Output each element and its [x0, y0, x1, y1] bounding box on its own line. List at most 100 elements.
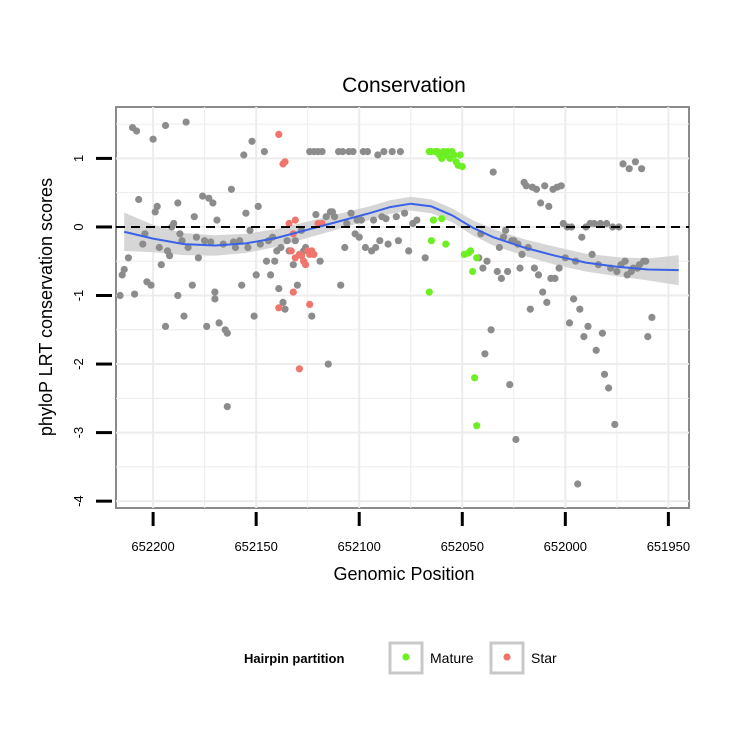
point-mature — [429, 216, 437, 224]
point-other — [201, 237, 209, 245]
y-tick-label: -3 — [71, 427, 86, 439]
point-mature — [473, 254, 481, 262]
point-other — [153, 202, 161, 210]
point-other — [481, 350, 489, 358]
point-other — [376, 237, 384, 245]
point-other — [223, 329, 231, 337]
x-tick-label: 652100 — [338, 539, 381, 554]
legend-label-mature: Mature — [430, 650, 474, 666]
plot-panel — [115, 106, 690, 509]
point-other — [170, 219, 178, 228]
point-other — [483, 257, 491, 265]
point-other — [502, 226, 510, 234]
point-other — [413, 216, 421, 224]
point-mature — [442, 240, 450, 248]
point-other — [147, 281, 155, 289]
point-mature — [466, 247, 475, 255]
point-other — [227, 185, 235, 193]
point-other — [349, 148, 357, 156]
point-other — [341, 243, 349, 252]
point-other — [537, 199, 545, 207]
point-other — [267, 271, 275, 279]
point-other — [532, 185, 541, 193]
point-other — [166, 252, 174, 260]
point-other — [293, 281, 301, 289]
point-other — [194, 254, 202, 262]
point-mature — [438, 215, 446, 223]
point-other — [180, 312, 188, 320]
point-other — [120, 265, 128, 274]
point-other — [209, 199, 217, 207]
point-other — [621, 257, 629, 265]
point-other — [250, 312, 258, 320]
point-other — [495, 243, 503, 252]
point-other — [246, 226, 254, 234]
point-other — [277, 243, 285, 252]
point-other — [598, 329, 607, 337]
point-other — [570, 295, 578, 303]
point-other — [308, 312, 316, 320]
x-tick-label: 652000 — [544, 539, 587, 554]
point-other — [312, 211, 320, 219]
x-axis-label: Genomic Position — [333, 564, 474, 584]
point-other — [522, 182, 530, 190]
point-other — [223, 403, 231, 411]
point-other — [231, 243, 240, 252]
point-other — [361, 243, 369, 252]
point-other — [363, 148, 372, 156]
y-axis-label: phyloP LRT conservation scores — [36, 178, 56, 436]
point-other — [506, 381, 514, 389]
point-mature — [425, 288, 433, 296]
point-other — [605, 384, 613, 392]
smooth-layer — [123, 202, 679, 272]
point-other — [343, 219, 351, 228]
point-other — [256, 240, 264, 248]
point-other — [205, 194, 213, 202]
point-other — [207, 238, 215, 246]
point-star — [302, 261, 310, 269]
point-other — [240, 151, 248, 159]
point-other — [576, 305, 584, 313]
point-other — [638, 165, 646, 173]
point-other — [392, 213, 400, 221]
point-other — [149, 135, 157, 143]
y-tick-label: -4 — [71, 495, 86, 507]
point-other — [337, 281, 345, 289]
point-mature — [456, 151, 464, 159]
point-star — [306, 300, 314, 308]
point-other — [405, 247, 413, 255]
legend-label-star: Star — [531, 650, 557, 666]
point-other — [330, 213, 339, 221]
point-other — [574, 480, 582, 488]
legend: Hairpin partition Mature Star — [244, 641, 557, 675]
smooth-line — [123, 202, 679, 272]
point-star — [285, 219, 293, 228]
point-other — [600, 370, 609, 378]
point-other — [279, 298, 287, 306]
point-other — [211, 295, 219, 303]
point-other — [565, 319, 574, 327]
point-other — [271, 257, 279, 265]
point-other — [161, 121, 170, 130]
point-star — [291, 216, 299, 224]
point-other — [539, 288, 547, 296]
point-other — [388, 148, 396, 156]
point-other — [551, 274, 559, 282]
point-other — [254, 202, 262, 210]
point-other — [489, 168, 497, 176]
point-other — [613, 267, 621, 276]
point-other — [518, 250, 526, 258]
point-other — [372, 243, 380, 252]
point-other — [380, 148, 388, 156]
point-other — [188, 281, 196, 289]
point-other — [318, 148, 326, 156]
point-other — [530, 264, 539, 272]
point-other — [184, 243, 192, 252]
point-other — [396, 148, 404, 156]
point-star — [287, 247, 295, 255]
point-star — [275, 304, 283, 312]
point-other — [283, 237, 291, 245]
point-star — [310, 250, 318, 258]
legend-swatch-mature — [402, 653, 410, 661]
